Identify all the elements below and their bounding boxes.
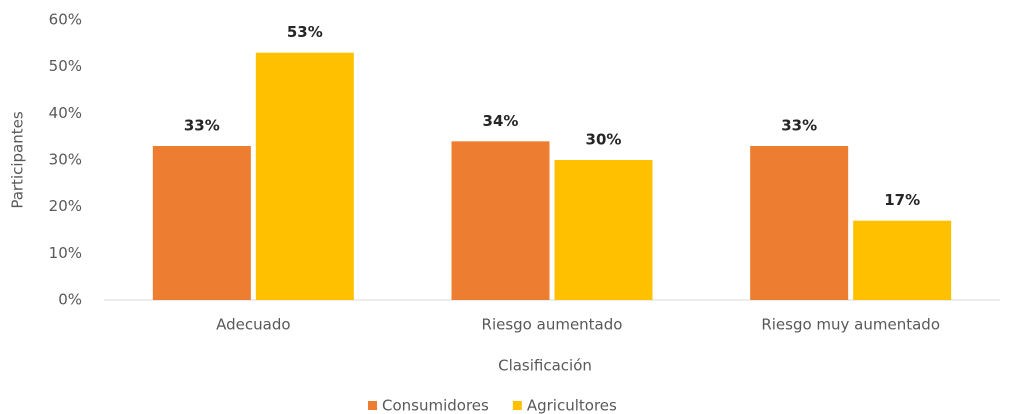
bar	[152, 146, 251, 300]
x-axis-label: Clasificación	[498, 357, 592, 375]
x-tick-label: Riesgo muy aumentado	[761, 316, 940, 334]
data-label: 33%	[781, 117, 817, 135]
legend-swatch	[512, 401, 522, 410]
data-label: 33%	[184, 117, 220, 135]
legend-label: Consumidores	[382, 397, 489, 414]
data-label: 53%	[287, 23, 323, 41]
data-label: 30%	[586, 131, 622, 149]
y-tick-label: 0%	[58, 291, 82, 309]
data-label: 34%	[483, 112, 519, 130]
x-tick-label: Riesgo aumentado	[482, 316, 623, 334]
x-tick-label: Adecuado	[216, 316, 290, 334]
y-tick-label: 20%	[49, 197, 82, 215]
y-tick-label: 30%	[49, 151, 82, 169]
y-tick-label: 10%	[49, 244, 82, 262]
bar	[255, 52, 354, 300]
legend-label: Agricultores	[527, 397, 617, 414]
y-tick-label: 50%	[49, 57, 82, 75]
y-tick-label: 40%	[49, 104, 82, 122]
y-axis-label: Participantes	[9, 111, 27, 209]
bar	[750, 146, 849, 300]
bar	[554, 160, 653, 300]
y-tick-label: 60%	[49, 11, 82, 29]
data-label: 17%	[884, 191, 920, 209]
legend-swatch	[368, 401, 377, 410]
bar	[451, 141, 550, 300]
bar	[853, 220, 952, 300]
